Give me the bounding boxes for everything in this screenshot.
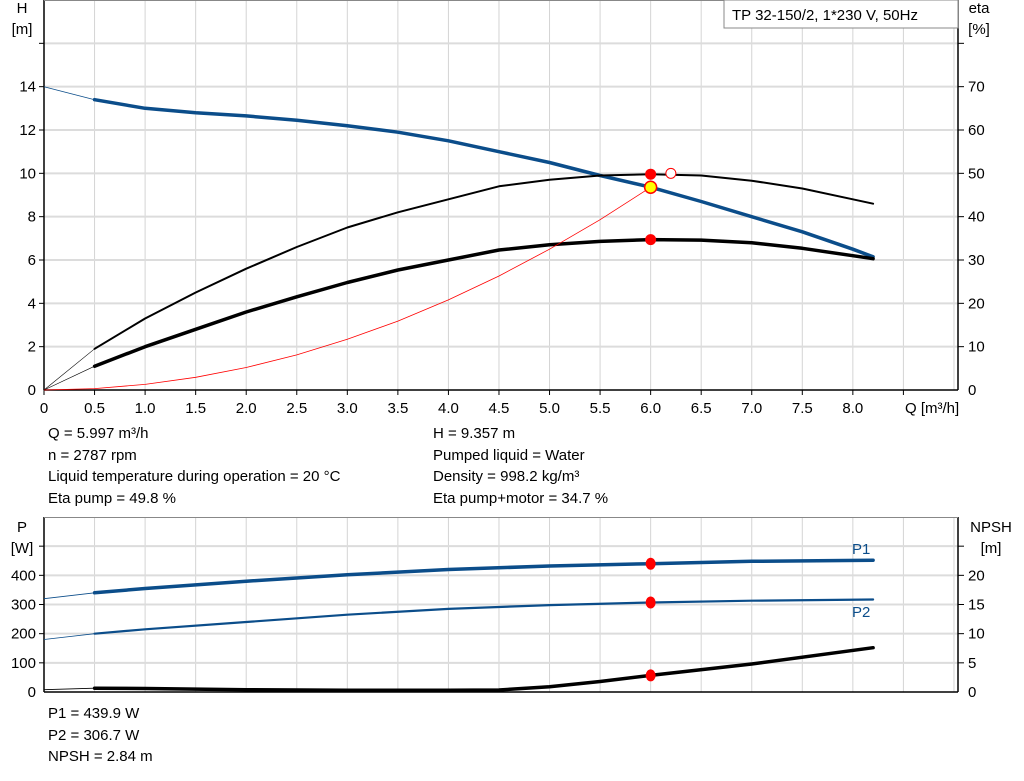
info-top-left: Q = 5.997 m³/h n = 2787 rpm Liquid tempe… bbox=[48, 423, 340, 509]
info-speed: n = 2787 rpm bbox=[48, 446, 137, 464]
x-tick-label: 0 bbox=[40, 400, 48, 417]
h-axis-label: H bbox=[17, 0, 28, 17]
npsh-point-marker bbox=[645, 669, 656, 682]
y-right-tick-label: 70 bbox=[968, 79, 985, 96]
y-right-tick-label: 0 bbox=[968, 684, 976, 701]
p2-series-label: P2 bbox=[852, 604, 870, 621]
p2-curve bbox=[93, 598, 875, 635]
info-bottom: P1 = 439.9 W P2 = 306.7 W NPSH = 2.84 m bbox=[48, 703, 153, 768]
x-tick-label: 4.5 bbox=[489, 400, 510, 417]
axis-labels: H [m] eta [%] Q [m³/h] TP 32-150/2, 1*23… bbox=[11, 0, 1012, 621]
info-temperature: Liquid temperature during operation = 20… bbox=[48, 468, 341, 485]
x-tick-label: 6.0 bbox=[640, 400, 661, 417]
duty-point-marker bbox=[643, 180, 658, 195]
info-density: Density = 998.2 kg/m³ bbox=[433, 468, 580, 485]
x-tick-label: 2.0 bbox=[236, 400, 257, 417]
eta-pump-curve bbox=[93, 173, 875, 350]
y-left-tick-label: 100 bbox=[11, 655, 36, 672]
y-left-tick-label: 2 bbox=[28, 339, 36, 356]
p-axis-unit: [W] bbox=[11, 540, 34, 557]
x-tick-label: 1.0 bbox=[135, 400, 156, 417]
info-p2: P2 = 306.7 W bbox=[48, 726, 140, 744]
x-tick-label: 6.5 bbox=[691, 400, 712, 417]
npsh-axis-unit: [m] bbox=[981, 540, 1002, 557]
y-right-tick-label: 15 bbox=[968, 597, 985, 614]
y-right-tick-label: 20 bbox=[968, 567, 985, 584]
p-axis-label: P bbox=[17, 519, 27, 536]
y-right-tick-label: 40 bbox=[968, 209, 985, 226]
y-right-tick-label: 60 bbox=[968, 122, 985, 139]
top-chart-grid bbox=[44, 0, 958, 390]
y-left-tick-label: 400 bbox=[11, 567, 36, 584]
y-left-tick-label: 6 bbox=[28, 252, 36, 269]
x-tick-label: 7.0 bbox=[741, 400, 762, 417]
y-left-tick-label: 10 bbox=[19, 165, 36, 182]
x-tick-label: 5.0 bbox=[539, 400, 560, 417]
npsh-curve-extension bbox=[43, 687, 95, 691]
y-right-tick-label: 30 bbox=[968, 252, 985, 269]
x-tick-label: 1.5 bbox=[185, 400, 206, 417]
info-head: H = 9.357 m bbox=[433, 425, 516, 442]
x-tick-label: 3.0 bbox=[337, 400, 358, 417]
y-left-tick-label: 4 bbox=[28, 295, 36, 312]
info-top-right: H = 9.357 m Pumped liquid = Water Densit… bbox=[433, 423, 608, 509]
h-axis-unit: [m] bbox=[12, 21, 33, 38]
head-curve bbox=[92, 97, 875, 259]
eta-axis-label: eta bbox=[969, 0, 991, 17]
info-p1: P1 = 439.9 W bbox=[48, 705, 140, 722]
p1-point-marker bbox=[645, 557, 656, 570]
chart-title: TP 32-150/2, 1*230 V, 50Hz bbox=[732, 7, 918, 24]
x-tick-label: 4.0 bbox=[438, 400, 459, 417]
y-right-tick-label: 20 bbox=[968, 295, 985, 312]
info-flow: Q = 5.997 m³/h bbox=[48, 425, 149, 442]
curves bbox=[43, 86, 875, 693]
info-npsh: NPSH = 2.84 m bbox=[48, 748, 153, 765]
eta-pump-curve-extension bbox=[43, 348, 95, 391]
bottom-chart-grid bbox=[44, 517, 958, 692]
x-tick-label: 2.5 bbox=[286, 400, 307, 417]
eta-pump-motor-curve bbox=[92, 237, 875, 368]
system-curve bbox=[43, 186, 651, 391]
eta-axis-unit: [%] bbox=[968, 21, 990, 38]
title-box bbox=[723, 0, 959, 29]
eta-pump-point-marker bbox=[645, 168, 657, 180]
npsh-curve bbox=[92, 645, 875, 693]
y-left-tick-label: 8 bbox=[28, 209, 36, 226]
p1-series-label: P1 bbox=[852, 541, 870, 558]
info-eta-pump: Eta pump = 49.8 % bbox=[48, 489, 176, 507]
y-left-tick-label: 300 bbox=[11, 597, 36, 614]
y-right-tick-label: 10 bbox=[968, 339, 985, 356]
y-right-tick-label: 50 bbox=[968, 165, 985, 182]
head-curve-extension bbox=[43, 86, 95, 101]
y-left-tick-label: 0 bbox=[28, 382, 36, 399]
x-tick-label: 8.0 bbox=[842, 400, 863, 417]
x-tick-label: 5.5 bbox=[590, 400, 611, 417]
y-left-tick-label: 200 bbox=[11, 626, 36, 643]
npsh-axis-label: NPSH bbox=[970, 519, 1012, 536]
y-left-tick-label: 14 bbox=[19, 79, 36, 96]
y-right-tick-label: 10 bbox=[968, 626, 985, 643]
info-liquid: Pumped liquid = Water bbox=[433, 446, 585, 464]
p1-curve-extension bbox=[43, 592, 95, 600]
operating-points bbox=[643, 167, 677, 682]
p2-curve-extension bbox=[43, 633, 95, 640]
y-right-tick-label: 0 bbox=[968, 382, 976, 399]
eta-pump-motor-curve-extension bbox=[43, 365, 95, 391]
x-tick-label: 7.5 bbox=[792, 400, 813, 417]
p2-point-marker bbox=[645, 596, 656, 609]
eta-total-point-marker bbox=[645, 234, 657, 246]
best-efficiency-point-marker bbox=[665, 167, 677, 179]
info-eta-total: Eta pump+motor = 34.7 % bbox=[433, 489, 609, 507]
y-left-tick-label: 0 bbox=[28, 684, 36, 701]
q-axis-label: Q [m³/h] bbox=[905, 400, 959, 417]
y-left-tick-label: 12 bbox=[19, 122, 36, 139]
x-tick-label: 3.5 bbox=[387, 400, 408, 417]
p1-curve bbox=[92, 558, 875, 595]
x-tick-label: 0.5 bbox=[84, 400, 105, 417]
y-right-tick-label: 5 bbox=[968, 655, 976, 672]
